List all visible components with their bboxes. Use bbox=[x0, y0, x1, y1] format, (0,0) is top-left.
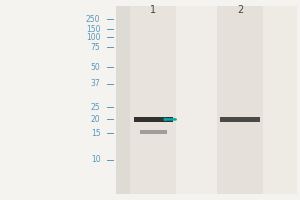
Text: 20: 20 bbox=[91, 114, 100, 123]
Text: 250: 250 bbox=[86, 15, 100, 23]
Text: 15: 15 bbox=[91, 129, 100, 138]
Text: 10: 10 bbox=[91, 156, 100, 164]
Text: 150: 150 bbox=[86, 24, 100, 33]
Bar bbox=[176, 6, 217, 194]
Text: 1: 1 bbox=[150, 5, 156, 15]
Text: 25: 25 bbox=[91, 102, 100, 112]
Text: 100: 100 bbox=[86, 32, 100, 42]
Bar bbox=[220, 117, 260, 122]
Bar bbox=[217, 6, 263, 194]
Bar bbox=[140, 130, 166, 134]
Text: 50: 50 bbox=[91, 62, 100, 72]
Text: 37: 37 bbox=[91, 79, 100, 88]
Text: 75: 75 bbox=[91, 43, 100, 51]
Bar bbox=[116, 6, 297, 194]
Bar bbox=[263, 6, 297, 194]
Bar bbox=[130, 6, 176, 194]
Text: 2: 2 bbox=[237, 5, 243, 15]
Bar bbox=[134, 117, 172, 122]
